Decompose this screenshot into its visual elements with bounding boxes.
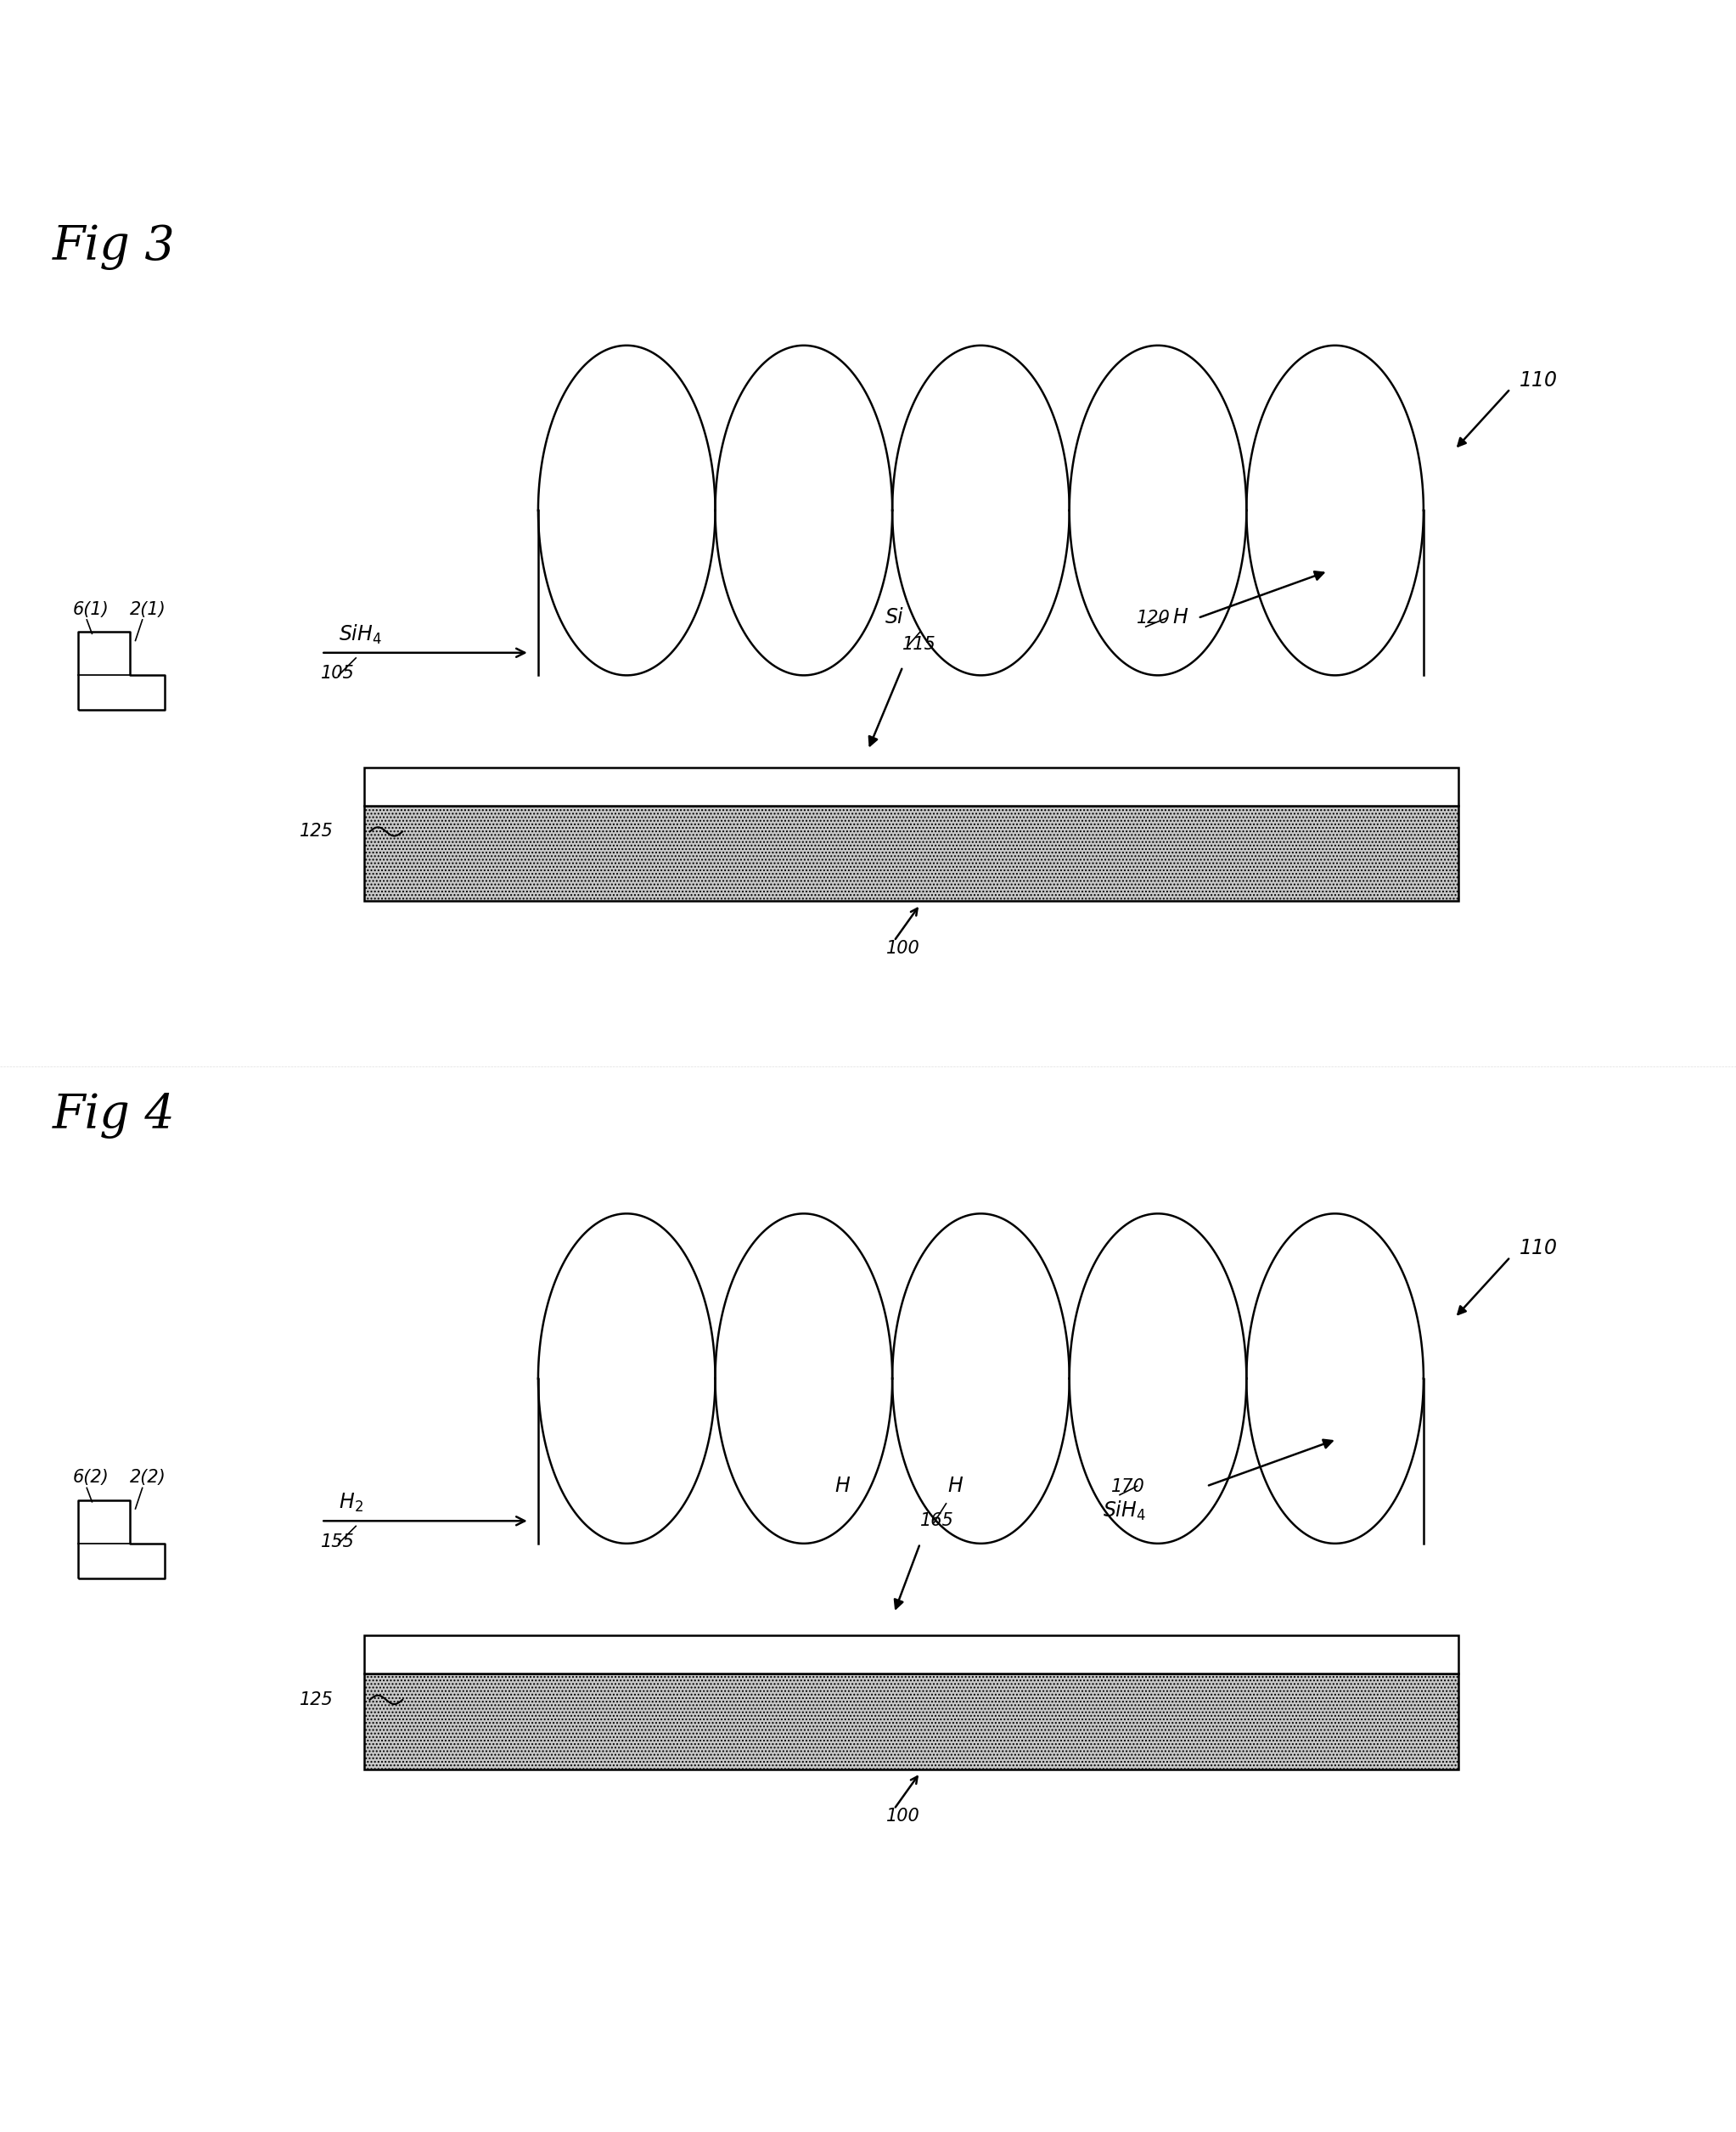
Text: 170: 170 (1111, 1477, 1144, 1495)
Text: H: H (1174, 608, 1187, 627)
Text: Si: Si (885, 608, 903, 627)
Bar (365, 1674, 1458, 1770)
Text: 100: 100 (885, 940, 920, 957)
Text: SiH$_4$: SiH$_4$ (1102, 1499, 1146, 1522)
Text: 115: 115 (903, 635, 936, 652)
Text: 165: 165 (920, 1512, 953, 1529)
Text: 2(1): 2(1) (130, 601, 167, 618)
Text: 2(2): 2(2) (130, 1469, 167, 1486)
Text: 100: 100 (885, 1808, 920, 1825)
Text: Fig 4: Fig 4 (52, 1092, 175, 1138)
Text: H: H (835, 1475, 849, 1497)
Bar (365, 1635, 1458, 1674)
Text: 105: 105 (321, 665, 354, 682)
Text: 155: 155 (321, 1533, 354, 1550)
Text: SiH$_4$: SiH$_4$ (339, 623, 382, 646)
Text: H$_2$: H$_2$ (339, 1492, 363, 1514)
Bar (365, 806, 1458, 902)
Text: H: H (948, 1475, 962, 1497)
Text: 6(1): 6(1) (73, 601, 109, 618)
Text: Fig 3: Fig 3 (52, 224, 175, 271)
Text: 125: 125 (300, 1691, 333, 1708)
Text: 125: 125 (300, 823, 333, 840)
Text: 6(2): 6(2) (73, 1469, 109, 1486)
Text: 110: 110 (1519, 371, 1557, 390)
Text: 110: 110 (1519, 1239, 1557, 1258)
Text: 120: 120 (1137, 610, 1170, 627)
Bar (365, 768, 1458, 806)
